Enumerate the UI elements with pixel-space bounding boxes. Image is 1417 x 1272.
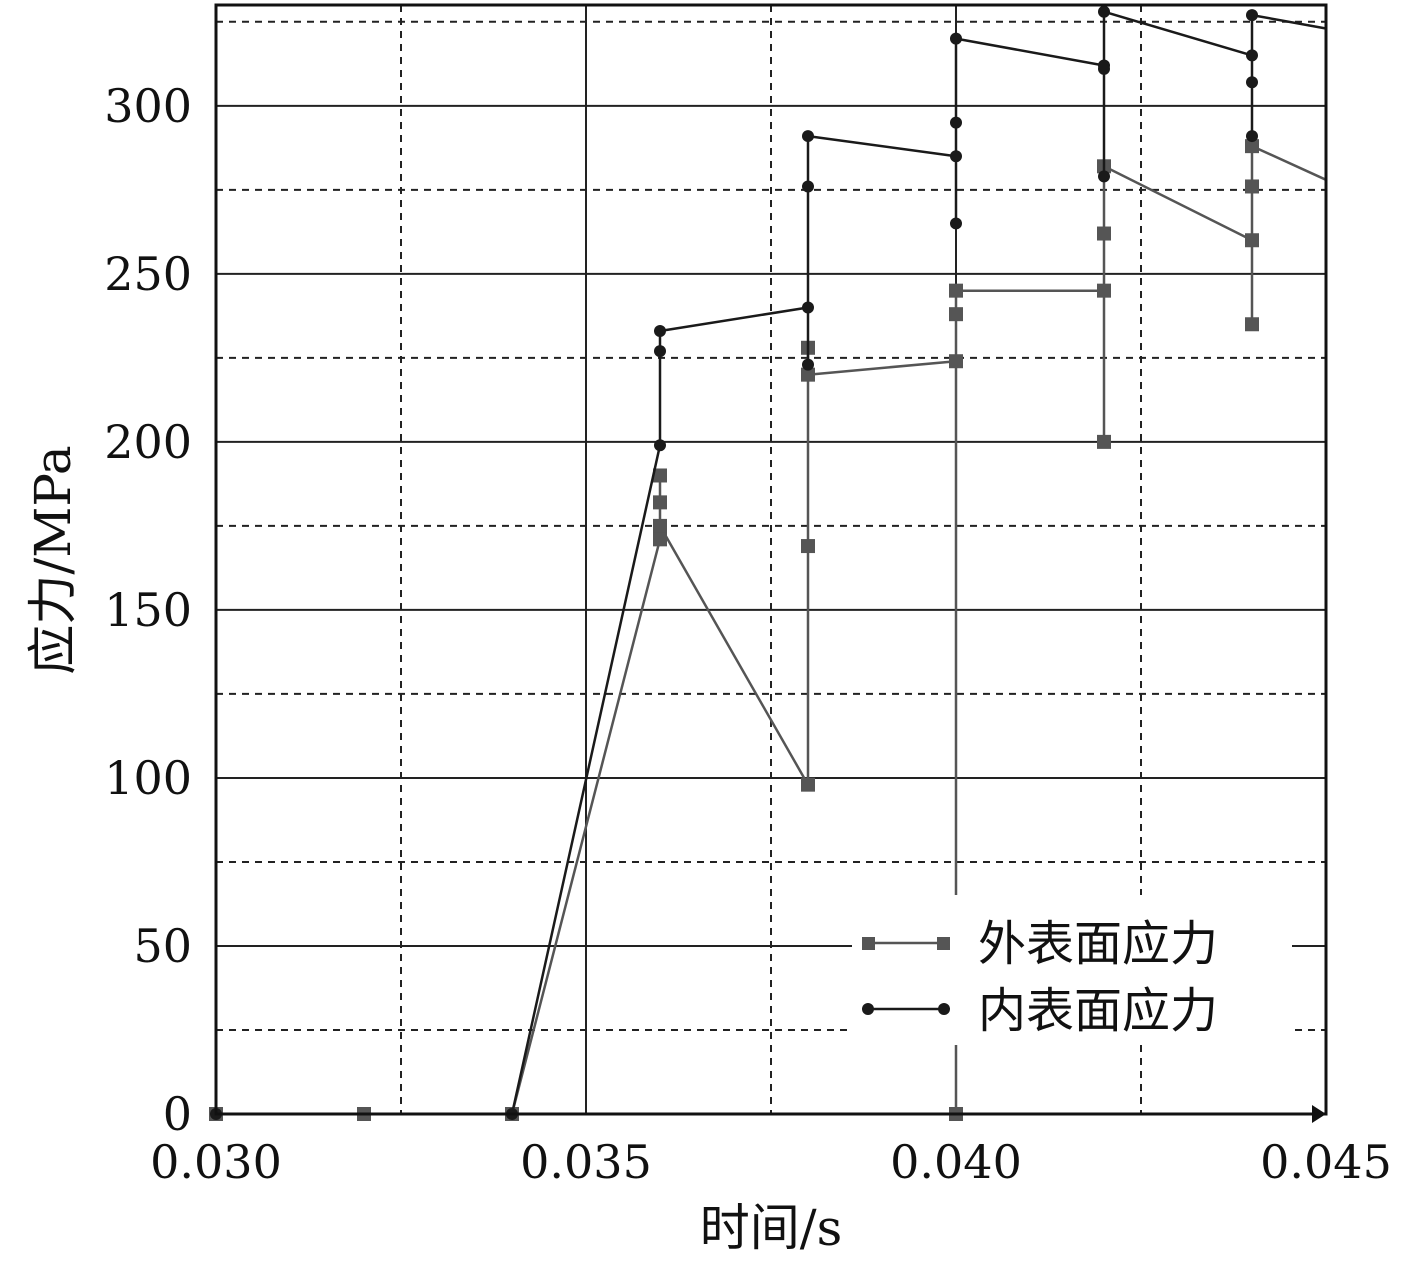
data-point-inner — [1098, 170, 1110, 183]
data-point-inner — [802, 180, 814, 193]
data-point-inner — [1098, 62, 1110, 75]
data-point-inner — [1246, 76, 1258, 89]
data-point-outer — [949, 283, 963, 298]
data-point-outer — [1245, 179, 1259, 194]
data-point-inner — [950, 150, 962, 163]
tick-labels: 0 50 100 150 200 250 300 0.030 0.035 0.040 0.045 — [104, 79, 1392, 1189]
data-point-inner — [950, 32, 962, 45]
data-point-outer — [1245, 139, 1259, 154]
axes — [214, 3, 1328, 1123]
y-axis-title: 应力/MPa — [24, 445, 82, 674]
plot-frame — [214, 3, 1328, 1116]
legend-item-inner: 内表面应力 — [862, 983, 1218, 1039]
data-point-outer — [801, 539, 815, 554]
y-tick-label: 250 — [104, 247, 192, 301]
legend-marker-inner — [938, 1003, 950, 1015]
legend-item-outer: 外表面应力 — [862, 916, 1218, 972]
data-point-outer — [1245, 233, 1259, 248]
series-layer — [209, 5, 1327, 1121]
x-tick-label: 0.035 — [520, 1135, 652, 1189]
data-point-inner — [950, 217, 962, 230]
data-point-outer — [653, 495, 667, 510]
series-line-inner — [216, 10, 1327, 1116]
legend-marker-outer — [937, 937, 950, 950]
x-axis-title: 时间/s — [700, 1199, 843, 1257]
data-point-inner — [1246, 9, 1258, 22]
data-point-inner — [1098, 5, 1110, 18]
y-tick-label: 0 — [163, 1087, 192, 1141]
data-point-outer — [1097, 226, 1111, 241]
data-point-inner — [654, 439, 666, 452]
data-point-inner — [1246, 130, 1258, 143]
data-point-outer — [801, 777, 815, 792]
y-tick-label: 100 — [104, 751, 192, 805]
data-point-inner — [802, 130, 814, 143]
legend: 外表面应力 内表面应力 — [852, 895, 1292, 1045]
y-tick-label: 300 — [104, 79, 192, 133]
data-point-outer — [949, 307, 963, 322]
data-point-outer — [949, 354, 963, 369]
legend-label-outer: 外表面应力 — [978, 916, 1218, 972]
data-point-inner — [654, 345, 666, 358]
data-point-inner — [1246, 49, 1258, 62]
legend-marker-outer — [862, 937, 875, 950]
data-point-inner — [802, 301, 814, 314]
data-point-inner — [950, 116, 962, 129]
legend-marker-inner — [862, 1003, 874, 1015]
y-tick-label: 150 — [104, 583, 192, 637]
data-point-outer — [1245, 317, 1259, 332]
x-axis-arrow — [1312, 1105, 1326, 1123]
x-tick-label: 0.030 — [150, 1135, 282, 1189]
legend-box — [852, 895, 1292, 1045]
data-point-inner — [802, 358, 814, 371]
legend-label-inner: 内表面应力 — [978, 983, 1218, 1039]
data-point-inner — [654, 324, 666, 337]
data-point-outer — [1097, 434, 1111, 449]
data-point-outer — [1097, 283, 1111, 298]
x-tick-label: 0.040 — [890, 1135, 1022, 1189]
y-tick-label: 200 — [104, 415, 192, 469]
data-point-outer — [653, 468, 667, 483]
data-point-outer — [653, 518, 667, 533]
data-point-outer — [801, 367, 815, 382]
y-tick-label: 50 — [133, 919, 192, 973]
x-tick-label: 0.045 — [1260, 1135, 1392, 1189]
data-point-outer — [653, 532, 667, 547]
